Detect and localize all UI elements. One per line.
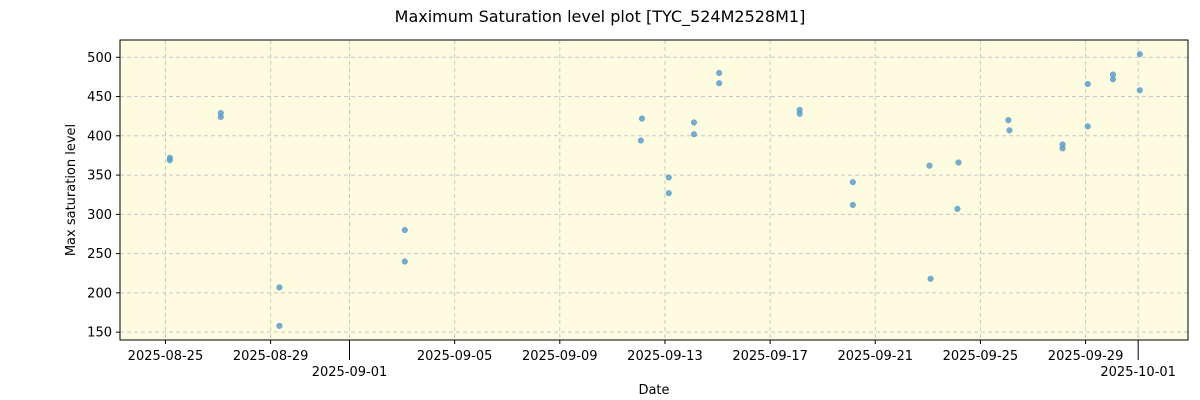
data-point bbox=[166, 157, 173, 164]
data-point bbox=[954, 205, 961, 212]
data-point bbox=[1109, 76, 1117, 83]
data-point bbox=[1059, 145, 1066, 152]
data-point bbox=[665, 174, 672, 181]
data-point bbox=[401, 227, 408, 234]
x-tick-label: 2025-09-05 bbox=[417, 349, 493, 364]
data-point bbox=[1084, 80, 1091, 88]
x-tick-label: 2025-10-01 bbox=[1100, 365, 1176, 380]
x-tick-label: 2025-08-29 bbox=[233, 349, 309, 364]
data-point bbox=[276, 284, 283, 291]
data-point bbox=[716, 80, 723, 87]
x-tick-label: 2025-09-13 bbox=[627, 349, 703, 364]
plot-frame bbox=[119, 39, 1189, 341]
data-point bbox=[1006, 127, 1013, 134]
data-point bbox=[1136, 51, 1143, 58]
y-tick-label: 450 bbox=[87, 90, 112, 105]
data-point bbox=[796, 110, 803, 117]
grid bbox=[120, 40, 1188, 340]
x-tick-label: 2025-08-25 bbox=[128, 349, 204, 364]
data-point bbox=[849, 201, 856, 208]
data-point bbox=[926, 162, 933, 169]
plot-area bbox=[120, 40, 1188, 340]
data-point bbox=[401, 258, 408, 265]
data-point bbox=[638, 115, 646, 122]
x-tick-label: 2025-09-21 bbox=[837, 349, 913, 364]
y-tick-label: 300 bbox=[87, 208, 112, 223]
data-point bbox=[1136, 87, 1143, 94]
data-point bbox=[217, 113, 224, 121]
y-tick-label: 350 bbox=[87, 169, 112, 184]
x-tick-label: 2025-09-01 bbox=[312, 365, 388, 380]
y-tick-label: 200 bbox=[87, 286, 112, 301]
data-points bbox=[166, 51, 1143, 329]
y-tick-label: 250 bbox=[87, 247, 112, 262]
data-point bbox=[637, 137, 644, 144]
x-tick-label: 2025-09-25 bbox=[943, 349, 1019, 364]
x-tick-label: 2025-09-29 bbox=[1048, 349, 1124, 364]
chart-title: Maximum Saturation level plot [TYC_524M2… bbox=[395, 7, 806, 27]
y-tick-label: 400 bbox=[87, 129, 112, 144]
data-point bbox=[927, 275, 934, 282]
data-point bbox=[1005, 117, 1012, 124]
y-axis: 150 200 250 300 350 400 450 500 bbox=[87, 51, 120, 341]
data-point bbox=[955, 159, 962, 166]
x-tick-label: 2025-09-09 bbox=[522, 349, 598, 364]
y-tick-label: 500 bbox=[87, 51, 112, 66]
y-axis-label: Max saturation level bbox=[64, 124, 79, 256]
x-axis-label: Date bbox=[638, 383, 669, 398]
data-point bbox=[690, 131, 698, 138]
data-point bbox=[1084, 123, 1091, 130]
data-point bbox=[849, 179, 856, 186]
data-point bbox=[716, 69, 723, 77]
y-tick-label: 150 bbox=[87, 326, 112, 341]
data-point bbox=[276, 322, 283, 329]
data-point bbox=[690, 119, 698, 126]
x-tick-label: 2025-09-17 bbox=[732, 349, 808, 364]
data-point bbox=[665, 190, 672, 197]
